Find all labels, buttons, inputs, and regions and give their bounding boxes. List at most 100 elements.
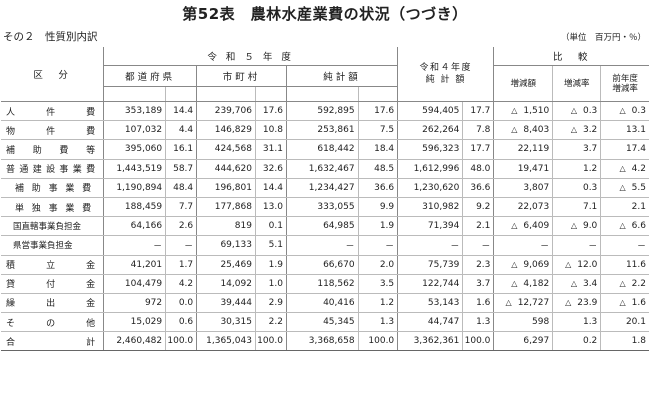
cell-pref: －	[103, 235, 166, 256]
cell-prate: △ 1.6	[600, 293, 649, 314]
cell-prev-pct: 2.1	[462, 216, 494, 237]
cell-rate-value: 3.7	[582, 144, 598, 155]
cell-prate: 2.1	[600, 197, 649, 218]
cell-diff: △ 12,727	[493, 293, 553, 314]
cell-muni-pct: 1.0	[254, 274, 287, 294]
cell-prate: △ 2.2	[600, 274, 649, 294]
cell-pref-pct: 1.7	[165, 255, 197, 275]
cell-rate-value: 3.4	[582, 278, 598, 289]
cell-rate-value: 0.3	[582, 106, 598, 117]
cell-rate-value: 0.3	[582, 182, 598, 193]
cell-pref: 188,459	[103, 197, 166, 218]
table-row: 補助費等 395,060 16.1 424,568 31.1 618,442 18.4 596…	[1, 139, 649, 160]
header-kubun: 区 分	[1, 47, 104, 102]
cell-pref: 1,443,519	[103, 159, 166, 179]
cell-net: 1,234,427	[285, 178, 359, 198]
cell-prev: 310,982	[397, 197, 463, 218]
cell-prev-pct: 1.6	[462, 293, 494, 314]
cell-muni: 239,706	[196, 100, 256, 122]
minus-triangle-icon: △	[619, 106, 626, 116]
cell-net-pct: 1.2	[357, 293, 398, 314]
cell-pref-pct: 100.0	[165, 331, 197, 352]
cell-prev-pct: 9.2	[462, 197, 494, 218]
cell-rate: △ 0.3	[552, 100, 601, 122]
cell-pref-pct: 58.7	[165, 159, 197, 179]
cell-prev: 596,323	[397, 139, 463, 160]
cell-net-pct: 1.3	[357, 312, 398, 333]
cell-pref: 353,189	[103, 100, 166, 122]
cell-muni-pct: 31.1	[254, 139, 287, 160]
cell-net-pct: 9.9	[357, 197, 398, 218]
cell-muni-pct: 10.8	[254, 120, 287, 141]
cell-diff: －	[493, 235, 553, 256]
cell-rate: △ 9.0	[552, 216, 601, 237]
table-row: 積立金 41,201 1.7 25,469 1.9 66,670 2.0 75,739 2.3 △…	[1, 255, 649, 275]
cell-rate: △ 3.2	[552, 120, 601, 141]
cell-net: 253,861	[285, 120, 359, 141]
cell-prev: 75,739	[397, 255, 463, 275]
cell-diff: 6,297	[493, 331, 553, 352]
cell-muni-pct: 2.9	[254, 293, 287, 314]
cell-muni-pct: 14.4	[254, 178, 287, 198]
cell-prate-value: 11.6	[625, 259, 646, 270]
cell-prate: 20.1	[600, 312, 649, 333]
cell-prate-value: 13.1	[625, 125, 646, 136]
minus-triangle-icon: △	[511, 106, 518, 116]
minus-triangle-icon: △	[619, 221, 626, 231]
table-row: 貸付金 104,479 4.2 14,092 1.0 118,562 3.5 122,744 3…	[1, 274, 649, 294]
cell-rate: 1.2	[552, 159, 601, 179]
cell-prev: 71,394	[397, 216, 463, 237]
table-body: 人件費 353,189 14.4 239,706 17.6 592,895 17.6 594,…	[1, 100, 649, 352]
cell-diff: 19,471	[493, 159, 553, 179]
cell-net-pct: 2.0	[357, 255, 398, 275]
minus-triangle-icon: △	[511, 259, 518, 269]
cell-muni-pct: 0.1	[254, 216, 287, 237]
cell-muni: 30,315	[196, 312, 256, 333]
minus-triangle-icon: △	[570, 278, 577, 288]
minus-triangle-icon: △	[570, 125, 577, 135]
cell-prate: 13.1	[600, 120, 649, 141]
cell-muni: 819	[196, 216, 256, 237]
cell-net: 40,416	[285, 293, 359, 314]
table-row: 繰出金 972 0.0 39,444 2.9 40,416 1.2 53,143 1.6 △ 12,…	[1, 293, 649, 314]
data-table: 区 分 令 和 ５ 年 度 令和４年度 純 計 額 比 較 都道府県 市町村 純…	[1, 47, 649, 352]
cell-prate-value: 20.1	[625, 317, 646, 328]
cell-net-pct: 7.5	[357, 120, 398, 141]
cell-prate-value: 4.2	[631, 163, 646, 174]
table-row: その他 15,029 0.6 30,315 2.2 45,345 1.3 44,747 1.3 5…	[1, 312, 649, 333]
cell-diff-value: 6,297	[523, 336, 550, 347]
cell-muni: 177,868	[196, 197, 256, 218]
cell-pref: 41,201	[103, 255, 166, 275]
page-title: 第52表 農林水産業費の状況（つづき）	[182, 5, 468, 23]
cell-diff: 22,073	[493, 197, 553, 218]
cell-rate-value: 3.2	[582, 125, 598, 136]
cell-net: 45,345	[285, 312, 359, 333]
minus-triangle-icon: △	[570, 221, 577, 231]
header-r5: 令 和 ５ 年 度	[103, 47, 398, 66]
row-label: 県営事業負担金	[1, 235, 104, 256]
cell-pref-pct: 14.4	[165, 100, 197, 122]
header-zogenritsu: 増減率	[552, 65, 601, 102]
cell-prate: △ 4.2	[600, 159, 649, 179]
cell-diff-value: 8,403	[523, 125, 550, 136]
cell-pref-pct: 2.6	[165, 216, 197, 237]
cell-prate: △ 6.6	[600, 216, 649, 237]
cell-rate: 0.3	[552, 178, 601, 198]
cell-pref-pct: 0.6	[165, 312, 197, 333]
cell-prev-pct: 36.6	[462, 178, 494, 198]
header-junkei: 純計額	[285, 65, 398, 87]
cell-prev: 53,143	[397, 293, 463, 314]
cell-muni-pct: 1.9	[254, 255, 287, 275]
cell-pref: 1,190,894	[103, 178, 166, 198]
cell-prev-pct: 7.8	[462, 120, 494, 141]
header-r4-line1: 令和４年度	[419, 63, 473, 73]
cell-pref: 2,460,482	[103, 331, 166, 352]
minus-triangle-icon: △	[511, 278, 518, 288]
cell-diff-value: 22,073	[517, 202, 550, 213]
header-r4: 令和４年度 純 計 額	[397, 47, 494, 102]
cell-rate: 0.2	[552, 331, 601, 352]
minus-triangle-icon: △	[505, 297, 512, 307]
cell-muni-pct: 32.6	[254, 159, 287, 179]
header-shichoson: 市町村	[196, 65, 287, 87]
cell-rate: －	[552, 235, 601, 256]
